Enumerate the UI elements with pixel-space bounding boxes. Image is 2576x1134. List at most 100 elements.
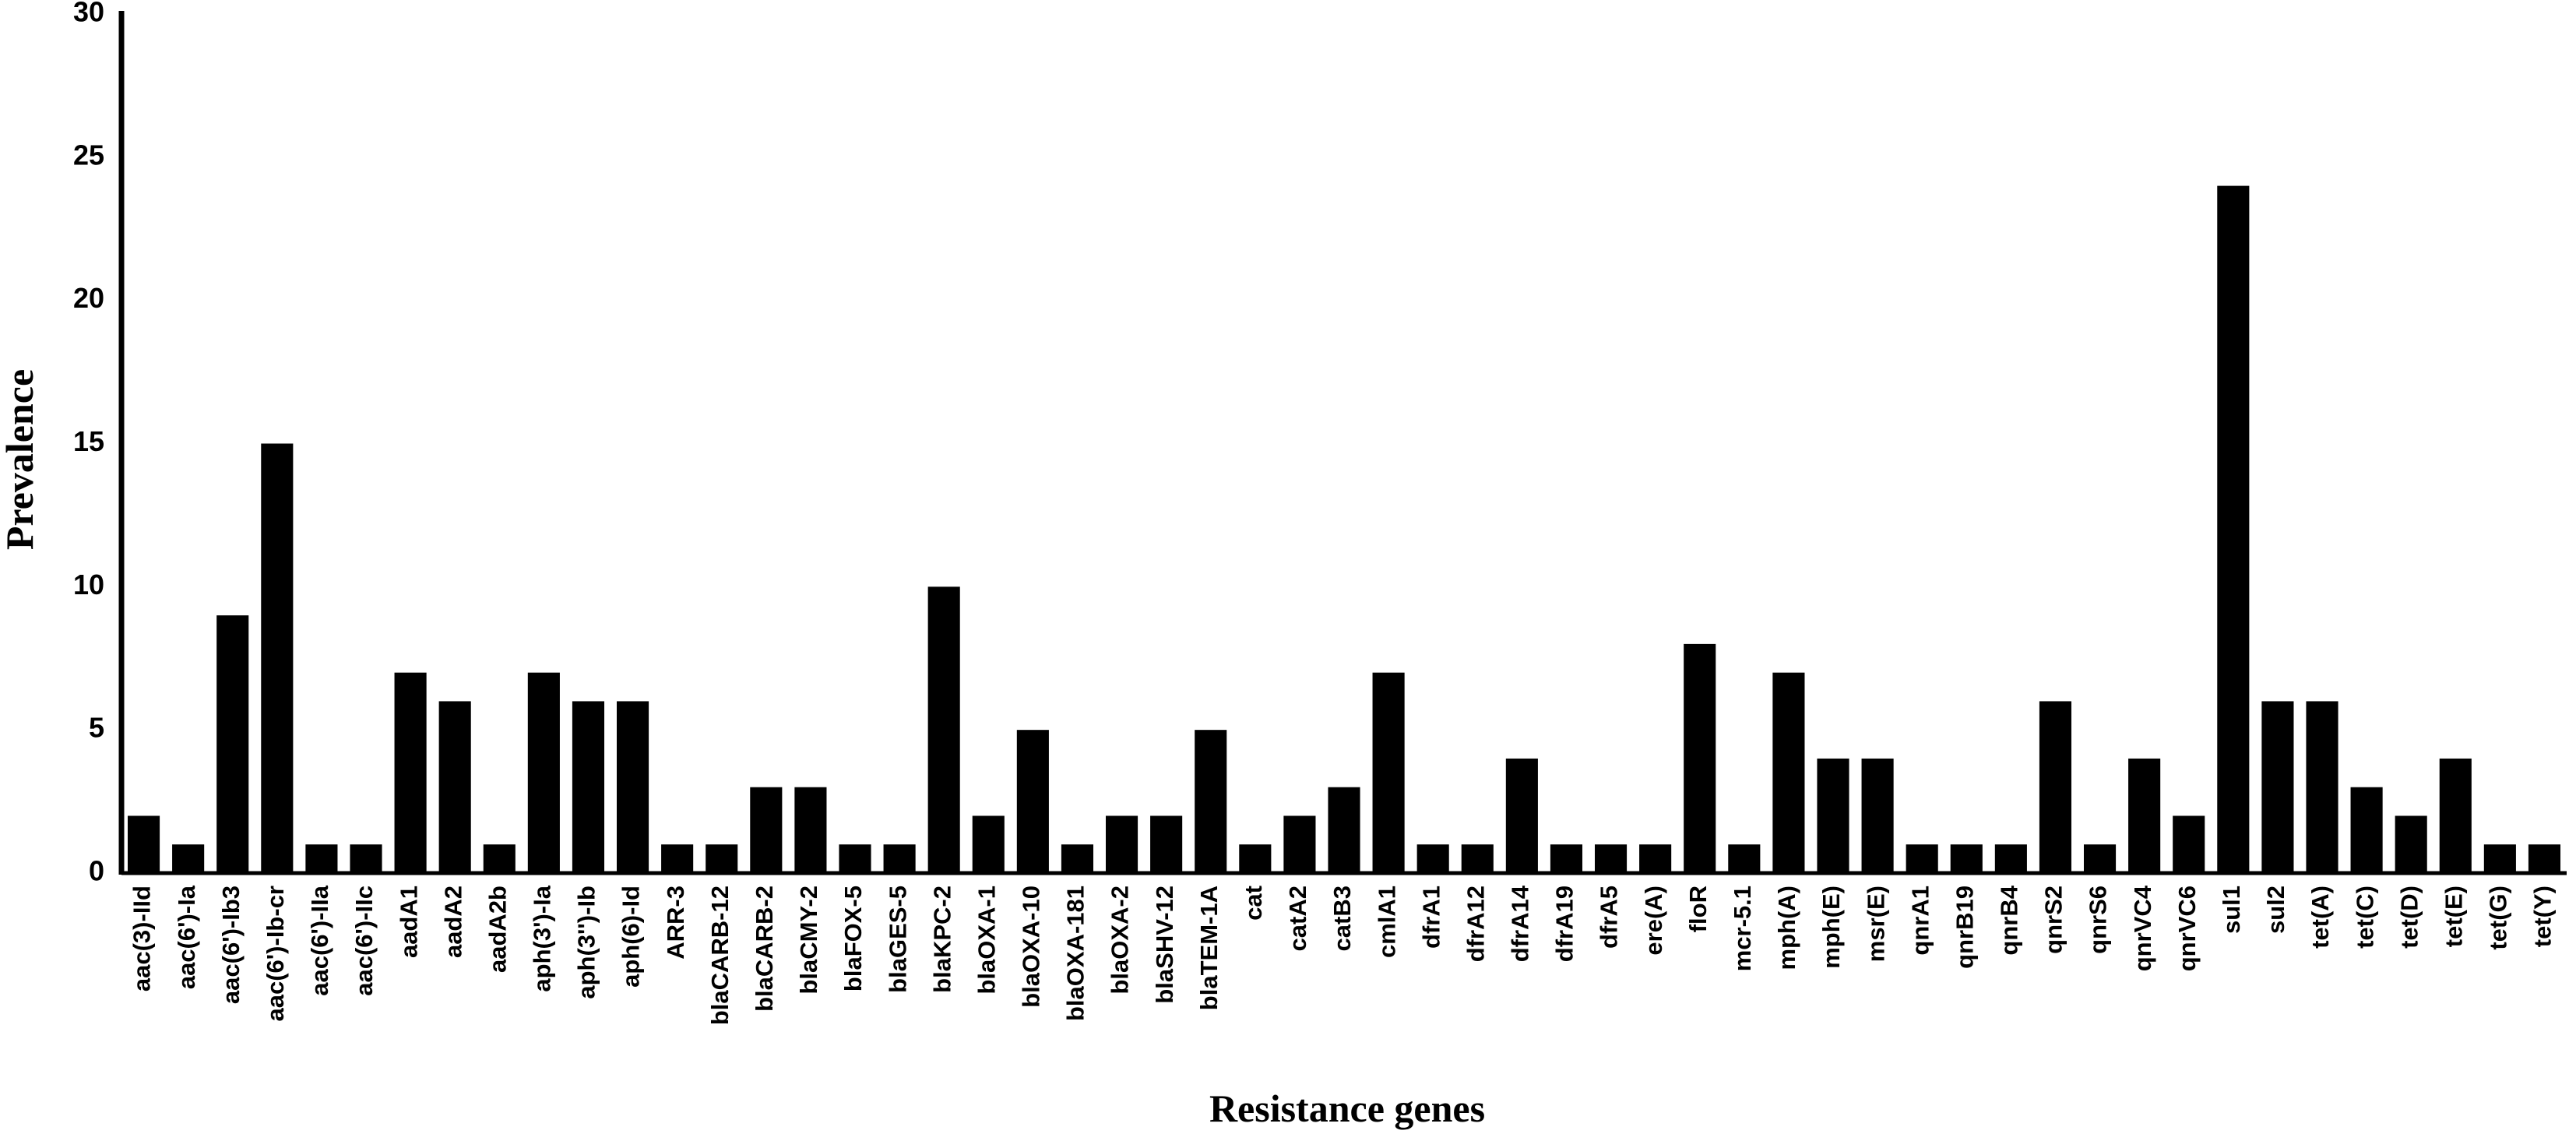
y-tick-label: 20 bbox=[73, 282, 104, 314]
bar-blaOXA-181 bbox=[1061, 844, 1094, 873]
bar-dfrA19 bbox=[1550, 844, 1583, 873]
x-tick-label: tet(D) bbox=[2395, 886, 2423, 949]
y-tick-label: 0 bbox=[89, 855, 104, 887]
bar-qnrB19 bbox=[1950, 844, 1983, 873]
x-tick-label: dfrA19 bbox=[1551, 886, 1578, 962]
bar-cmlA1 bbox=[1372, 672, 1405, 873]
bar-catB3 bbox=[1328, 787, 1360, 873]
bar-catA2 bbox=[1283, 815, 1316, 873]
x-tick-label: blaCMY-2 bbox=[795, 886, 822, 995]
bar-aac(6')-Ia bbox=[172, 844, 205, 873]
bar-qnrA1 bbox=[1906, 844, 1938, 873]
y-tick-label: 10 bbox=[73, 569, 104, 600]
x-tick-label: blaOXA-2 bbox=[1107, 886, 1134, 995]
bar-sul1 bbox=[2217, 185, 2250, 874]
bar-ARR-3 bbox=[661, 844, 694, 873]
x-tick-label: mph(E) bbox=[1818, 886, 1845, 969]
x-tick-label: blaFOX-5 bbox=[839, 886, 867, 991]
x-tick-label: floR bbox=[1684, 886, 1712, 932]
x-axis-title: Resistance genes bbox=[1209, 1086, 1485, 1130]
x-tick-label: dfrA1 bbox=[1417, 886, 1445, 949]
bar-ere(A) bbox=[1639, 844, 1672, 873]
bar-cat bbox=[1239, 844, 1272, 873]
x-tick-label: qnrB4 bbox=[1996, 885, 2023, 955]
x-tick-label: catA2 bbox=[1284, 886, 1311, 951]
x-tick-label: cmlA1 bbox=[1373, 886, 1400, 958]
bar-blaCMY-2 bbox=[794, 787, 827, 873]
bar-aac(6')-Ib-cr bbox=[261, 443, 294, 873]
x-tick-label: cat bbox=[1240, 886, 1267, 921]
x-tick-label: qnrS6 bbox=[2085, 886, 2112, 954]
x-tick-label: blaCARB-12 bbox=[706, 886, 734, 1025]
bar-tet(E) bbox=[2439, 758, 2472, 873]
x-tick-label: aac(3)-IId bbox=[128, 886, 156, 991]
bar-dfrA1 bbox=[1416, 844, 1449, 873]
y-tick-labels: 0 5 10 15 20 25 30 bbox=[73, 0, 104, 887]
bar-aadA2b bbox=[483, 844, 516, 873]
x-tick-label: qnrS2 bbox=[2040, 886, 2067, 954]
x-tick-label: dfrA14 bbox=[1507, 885, 1534, 962]
x-tick-label: blaGES-5 bbox=[884, 886, 911, 993]
bar-msr(E) bbox=[1861, 758, 1894, 873]
x-tick-label: blaKPC-2 bbox=[928, 886, 955, 993]
x-tick-label: blaOXA-181 bbox=[1062, 886, 1089, 1021]
x-tick-label: aac(6')-IIa bbox=[306, 885, 333, 996]
bar-tet(D) bbox=[2395, 815, 2427, 873]
x-tick-label: qnrA1 bbox=[1906, 886, 1934, 956]
bar-dfrA14 bbox=[1505, 758, 1538, 873]
bar-dfrA12 bbox=[1461, 844, 1494, 873]
x-tick-label: msr(E) bbox=[1862, 886, 1889, 962]
x-tick-label: blaCARB-2 bbox=[751, 886, 778, 1012]
bar-aac(6')-Ib3 bbox=[216, 615, 249, 873]
bar-qnrVC4 bbox=[2128, 758, 2161, 873]
x-tick-label: ere(A) bbox=[1640, 886, 1667, 956]
bar-aadA1 bbox=[394, 672, 427, 873]
x-tick-label: tet(A) bbox=[2307, 886, 2334, 949]
y-tick-label: 15 bbox=[73, 425, 104, 457]
x-tick-label: qnrVC4 bbox=[2129, 885, 2156, 971]
bar-mph(E) bbox=[1817, 758, 1849, 873]
x-tick-label: aadA1 bbox=[395, 886, 422, 958]
bar-aadA2 bbox=[438, 701, 471, 873]
bar-blaGES-5 bbox=[883, 844, 916, 873]
bar-qnrS6 bbox=[2083, 844, 2117, 873]
bar-aph(3'')-Ib bbox=[572, 701, 605, 873]
x-tick-label: aph(3'')-Ib bbox=[573, 886, 600, 999]
x-tick-label: mph(A) bbox=[1773, 886, 1800, 970]
bar-tet(G) bbox=[2483, 844, 2516, 873]
bar-blaKPC-2 bbox=[927, 586, 960, 873]
x-tick-label: tet(C) bbox=[2351, 886, 2378, 949]
bar-blaOXA-10 bbox=[1016, 730, 1049, 873]
bar-tet(A) bbox=[2306, 701, 2338, 873]
bar-sul2 bbox=[2261, 701, 2294, 873]
bar-blaOXA-2 bbox=[1105, 815, 1138, 873]
bar-blaTEM-1A bbox=[1195, 730, 1227, 873]
y-axis-title: Prevalence bbox=[0, 369, 41, 550]
x-tick-label: aadA2b bbox=[484, 886, 511, 973]
x-tick-label: sul1 bbox=[2218, 886, 2245, 934]
x-tick-label: aph(6)-Id bbox=[618, 886, 645, 988]
bar-mcr-5.1 bbox=[1728, 844, 1761, 873]
x-tick-label: blaTEM-1A bbox=[1195, 886, 1223, 1010]
bar-aph(3')-Ia bbox=[527, 672, 560, 873]
bar-blaOXA-1 bbox=[972, 815, 1005, 873]
x-tick-label: qnrB19 bbox=[1951, 886, 1978, 969]
x-tick-labels: aac(3)-IId aac(6')-Ia aac(6')-Ib3 aac(6')-I… bbox=[128, 885, 2557, 1025]
x-tick-label: aac(6')-Ib-cr bbox=[262, 886, 289, 1021]
x-tick-label: blaOXA-1 bbox=[973, 886, 1000, 995]
bar-mph(A) bbox=[1772, 672, 1805, 873]
bar-qnrS2 bbox=[2039, 701, 2072, 873]
bars-group bbox=[127, 185, 2561, 874]
x-tick-label: blaSHV-12 bbox=[1151, 886, 1178, 1004]
x-tick-label: ARR-3 bbox=[662, 886, 689, 960]
bar-blaCARB-12 bbox=[706, 844, 738, 873]
x-tick-label: blaOXA-10 bbox=[1018, 886, 1045, 1008]
x-tick-label: catB3 bbox=[1328, 886, 1356, 951]
bar-blaCARB-2 bbox=[750, 787, 783, 873]
x-tick-label: tet(E) bbox=[2440, 886, 2467, 947]
bar-qnrVC6 bbox=[2173, 815, 2205, 873]
bar-aph(6)-Id bbox=[616, 701, 649, 873]
x-tick-label: tet(G) bbox=[2485, 886, 2512, 950]
bar-aac(6')-IIa bbox=[305, 844, 338, 873]
